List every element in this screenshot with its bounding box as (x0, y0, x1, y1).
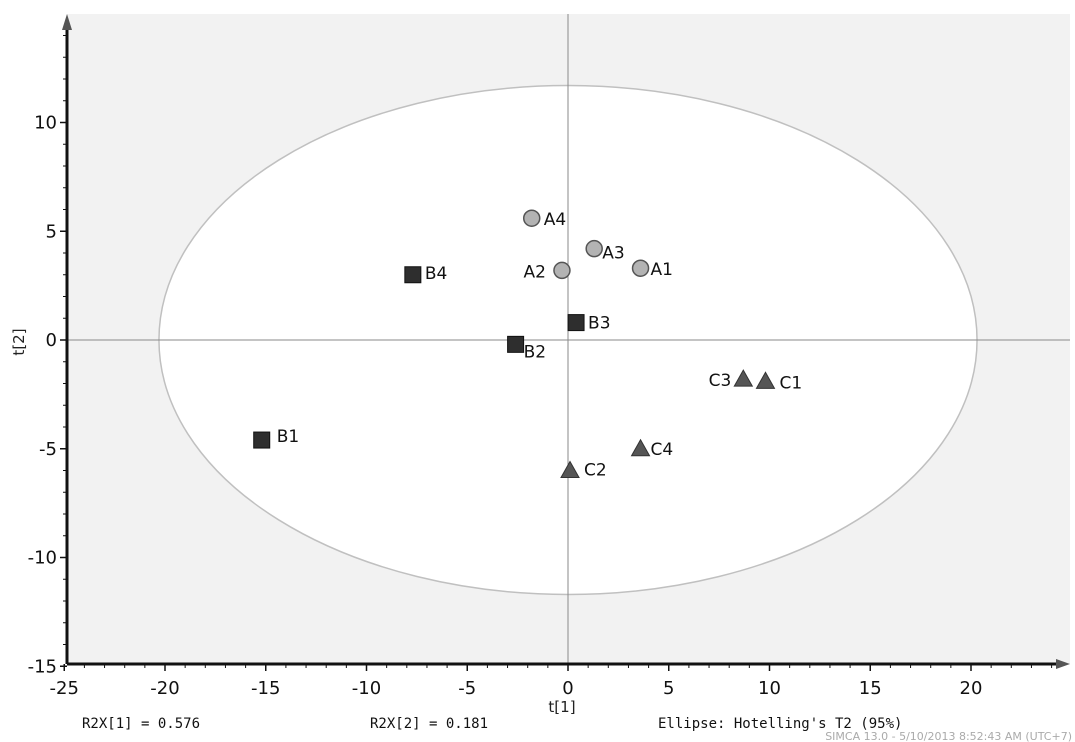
y-tick-label: -15 (28, 656, 57, 677)
y-tick-label: -10 (28, 548, 57, 569)
point-label-b2: B2 (524, 342, 546, 362)
x-tick-label: 0 (562, 678, 573, 699)
x-axis-arrow (1056, 659, 1070, 669)
point-a3 (585, 239, 603, 258)
y-tick-label: 5 (46, 221, 57, 242)
y-axis-arrow (62, 14, 72, 30)
x-tick-label: -25 (50, 678, 79, 699)
point-b3 (567, 314, 585, 332)
x-tick-label: 15 (859, 678, 882, 699)
point-b2 (507, 335, 525, 353)
x-tick-label: 5 (663, 678, 674, 699)
point-a4 (522, 209, 541, 227)
point-label-c4: C4 (651, 440, 674, 460)
software-watermark: SIMCA 13.0 - 5/10/2013 8:52:43 AM (UTC+7… (825, 730, 1072, 742)
x-tick-label: 20 (960, 678, 983, 699)
r2x-2-label: R2X[2] = 0.181 (370, 716, 488, 732)
point-label-c2: C2 (584, 461, 607, 481)
r2x-1-label: R2X[1] = 0.576 (82, 716, 200, 732)
x-tick-label: -10 (352, 678, 381, 699)
point-label-a3: A3 (602, 244, 624, 264)
x-tick-label: 10 (758, 678, 781, 699)
point-b4 (404, 266, 422, 284)
point-b1 (253, 431, 271, 449)
point-c3 (733, 369, 754, 387)
point-label-a2: A2 (524, 262, 546, 282)
x-tick-label: -20 (150, 678, 179, 699)
point-label-c1: C1 (779, 373, 802, 393)
point-a1 (631, 259, 650, 277)
y-axis-ticks: -15 -10 -5 0 5 10 (28, 35, 67, 677)
x-tick-label: -5 (458, 678, 476, 699)
y-axis-title: t[2] (10, 328, 28, 355)
point-c2 (560, 460, 580, 478)
y-tick-label: -5 (39, 439, 57, 460)
zero-lines (67, 14, 1070, 664)
x-axis-title: t[1] (548, 698, 575, 716)
point-label-a4: A4 (544, 210, 566, 230)
x-tick-label: -15 (251, 678, 280, 699)
point-c4 (630, 438, 651, 457)
y-tick-label: 0 (46, 330, 57, 351)
y-tick-label: 10 (34, 113, 57, 134)
point-label-b4: B4 (425, 264, 447, 284)
point-a2 (553, 261, 571, 280)
ellipse-label: Ellipse: Hotelling's T2 (95%) (658, 716, 902, 732)
point-label-b3: B3 (588, 314, 610, 334)
point-c1 (755, 371, 776, 389)
data-points: A1 A2 A3 A4 B1 B2 B3 B4 C1 C2 C3 C4 (253, 209, 802, 481)
point-label-b1: B1 (277, 427, 299, 447)
point-label-c3: C3 (709, 371, 732, 391)
x-axis-ticks: -25 -20 -15 -10 -5 0 5 10 15 20 (50, 664, 1053, 699)
point-label-a1: A1 (651, 260, 673, 280)
